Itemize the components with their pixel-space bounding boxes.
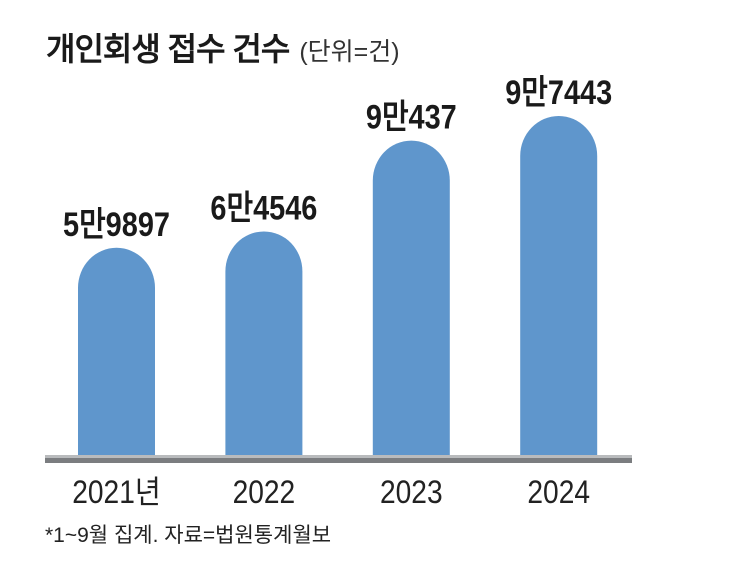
chart-title: 개인회생 접수 건수 bbox=[46, 31, 290, 67]
chart-header: 개인회생 접수 건수 (단위=건) bbox=[46, 24, 400, 68]
bar-2 bbox=[225, 231, 303, 458]
unit-label: (단위=건) bbox=[299, 38, 400, 66]
x-tick-label-2: 2022 bbox=[233, 475, 296, 510]
x-tick-labels: 2021년 2022 2023 2024 bbox=[72, 475, 590, 510]
bar-1 bbox=[78, 247, 155, 458]
data-labels: 5만9897 6만4546 9만437 9만7443 bbox=[63, 73, 612, 244]
x-axis-baseline bbox=[45, 455, 632, 463]
baseline-highlight bbox=[45, 455, 632, 458]
x-tick-label-4: 2024 bbox=[527, 475, 590, 510]
data-label-3: 9만437 bbox=[366, 97, 457, 136]
data-label-1: 5만9897 bbox=[63, 205, 170, 244]
data-label-4: 9만7443 bbox=[505, 73, 612, 112]
x-tick-label-3: 2023 bbox=[380, 475, 443, 510]
x-tick-label-1: 2021년 bbox=[72, 475, 161, 510]
data-label-2: 6만4546 bbox=[210, 188, 317, 227]
bar-4 bbox=[520, 115, 598, 458]
bars bbox=[78, 115, 598, 458]
bar-3 bbox=[372, 140, 450, 458]
source-footnote: *1~9월 집계. 자료=법원통계월보 bbox=[45, 524, 332, 547]
baseline-shade bbox=[45, 458, 632, 463]
